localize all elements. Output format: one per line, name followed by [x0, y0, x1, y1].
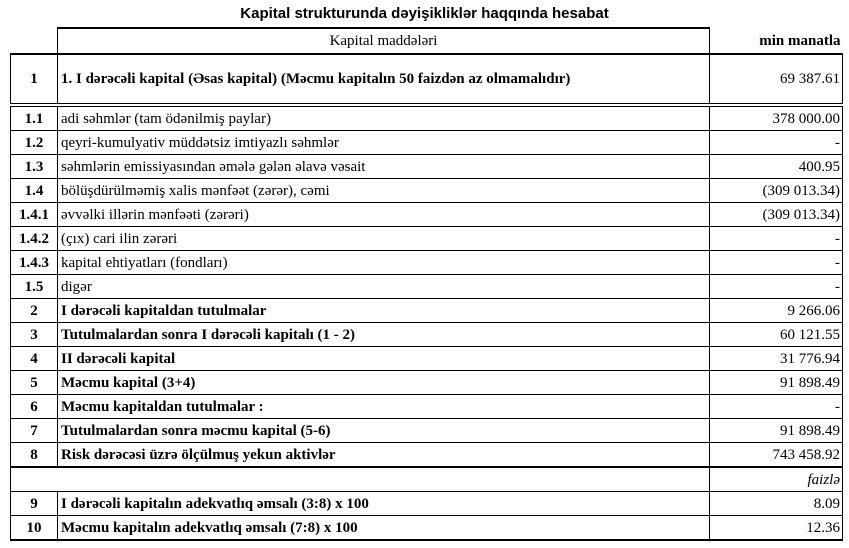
table-row: 7 Tutulmalardan sonra məcmu kapital (5-6)…	[10, 418, 843, 443]
row-value: 91 898.49	[709, 418, 843, 443]
table-row: 1.4.2 (çıx) cari ilin zərəri -	[10, 226, 843, 251]
percent-unit: faizlə	[709, 466, 843, 492]
table-row: 1.4.1 əvvəlki illərin mənfəəti (zərəri) (3…	[10, 202, 843, 227]
row-number: 3	[10, 322, 58, 347]
row-item: qeyri-kumulyativ müddətsiz imtiyazlı səh…	[57, 130, 710, 155]
row-value: 91 898.49	[709, 370, 843, 395]
row-number: 1.4	[10, 178, 58, 203]
table-row: 1.1 adi səhmlər (tam ödənilmiş paylar) 378…	[10, 104, 843, 131]
row-item: Məcmu kapital (3+4)	[57, 370, 710, 395]
row-value: 60 121.55	[709, 322, 843, 347]
row-value: 8.09	[709, 491, 843, 516]
table-row: 1.5 digər -	[10, 274, 843, 299]
report-title: Kapital strukturunda dəyişikliklər haqqı…	[240, 5, 609, 22]
table-row: 6 Məcmu kapitaldan tutulmalar :-	[10, 394, 843, 419]
row-value: (309 013.34)	[709, 202, 843, 227]
row-item: digər	[57, 274, 710, 299]
row-item: II dərəcəli kapital	[57, 346, 710, 371]
table-row: 1.2 qeyri-kumulyativ müddətsiz imtiyazlı …	[10, 130, 843, 155]
table-row: 10 Məcmu kapitalın adekvatlıq əmsalı (7:8…	[10, 515, 843, 541]
row-item: Məcmu kapitalın adekvatlıq əmsalı (7:8) …	[57, 515, 710, 541]
row-value: 400.95	[709, 154, 843, 179]
row-item: kapital ehtiyatları (fondları)	[57, 250, 710, 275]
row-number: 1.2	[10, 130, 58, 155]
row-value: 12.36	[709, 515, 843, 541]
row-value: 69 387.61	[709, 53, 843, 107]
row-item: əvvəlki illərin mənfəəti (zərəri)	[57, 202, 710, 227]
row-number: 2	[10, 298, 58, 323]
row-item: Tutulmalardan sonra I dərəcəli kapitalı …	[57, 322, 710, 347]
table-row: 5 Məcmu kapital (3+4) 91 898.49	[10, 370, 843, 395]
row-value: -	[709, 130, 843, 155]
row-value: 9 266.06	[709, 298, 843, 323]
row-number: 1.5	[10, 274, 58, 299]
row-number: 9	[10, 491, 58, 516]
header-unit: min manatla	[709, 28, 843, 55]
row-value: 378 000.00	[709, 104, 843, 131]
unit-row: faizlə	[10, 466, 843, 492]
row-number: 8	[10, 442, 58, 468]
row-number: 10	[10, 515, 58, 541]
header-no	[10, 28, 58, 55]
capital-structure-table: Kapital maddələri min manatla 1 1. I dərə…	[10, 27, 843, 541]
row-number: 1.3	[10, 154, 58, 179]
row-number: 4	[10, 346, 58, 371]
table-row: 8 Risk dərəcəsi üzrə ölçülmuş yekun aktiv…	[10, 442, 843, 468]
row-item: səhmlərin emissiyasından əmələ gələn əla…	[57, 154, 710, 179]
row-number: 1.4.1	[10, 202, 58, 227]
header-row: Kapital maddələri min manatla	[10, 27, 843, 55]
row-item: Tutulmalardan sonra məcmu kapital (5-6)	[57, 418, 710, 443]
row-item: I dərəcəli kapitaldan tutulmalar	[57, 298, 710, 323]
row-item: I dərəcəli kapitalın adekvatlıq əmsalı (…	[57, 491, 710, 516]
row-number: 7	[10, 418, 58, 443]
row-value: 31 776.94	[709, 346, 843, 371]
row-value: -	[709, 226, 843, 251]
row-item: Risk dərəcəsi üzrə ölçülmuş yekun aktivl…	[57, 442, 710, 468]
row-value: 743 458.92	[709, 442, 843, 468]
row-item: adi səhmlər (tam ödənilmiş paylar)	[57, 104, 710, 131]
table-row: 1 1. I dərəcəli kapital (Əsas kapital) (M…	[10, 53, 843, 107]
row-number: 1.4.2	[10, 226, 58, 251]
row-number: 1.4.3	[10, 250, 58, 275]
row-item: 1. I dərəcəli kapital (Əsas kapital) (Mə…	[57, 53, 710, 107]
row-number: 6	[10, 394, 58, 419]
table-row: 1.4 bölüşdürülməmiş xalis mənfəət (zərər)…	[10, 178, 843, 203]
row-number: 1.1	[10, 104, 58, 131]
row-value: -	[709, 394, 843, 419]
unit-spacer	[10, 466, 710, 492]
row-number: 1	[10, 53, 58, 107]
table-row: 3 Tutulmalardan sonra I dərəcəli kapitalı…	[10, 322, 843, 347]
table-row: 1.3 səhmlərin emissiyasından əmələ gələn …	[10, 154, 843, 179]
row-item: Məcmu kapitaldan tutulmalar :	[57, 394, 710, 419]
row-number: 5	[10, 370, 58, 395]
row-item: (çıx) cari ilin zərəri	[57, 226, 710, 251]
table-row: 4 II dərəcəli kapital 31 776.94	[10, 346, 843, 371]
header-item: Kapital maddələri	[57, 27, 710, 55]
row-value: -	[709, 274, 843, 299]
table-row: 1.4.3 kapital ehtiyatları (fondları) -	[10, 250, 843, 275]
row-item: bölüşdürülməmiş xalis mənfəət (zərər), c…	[57, 178, 710, 203]
row-value: -	[709, 250, 843, 275]
row-value: (309 013.34)	[709, 178, 843, 203]
